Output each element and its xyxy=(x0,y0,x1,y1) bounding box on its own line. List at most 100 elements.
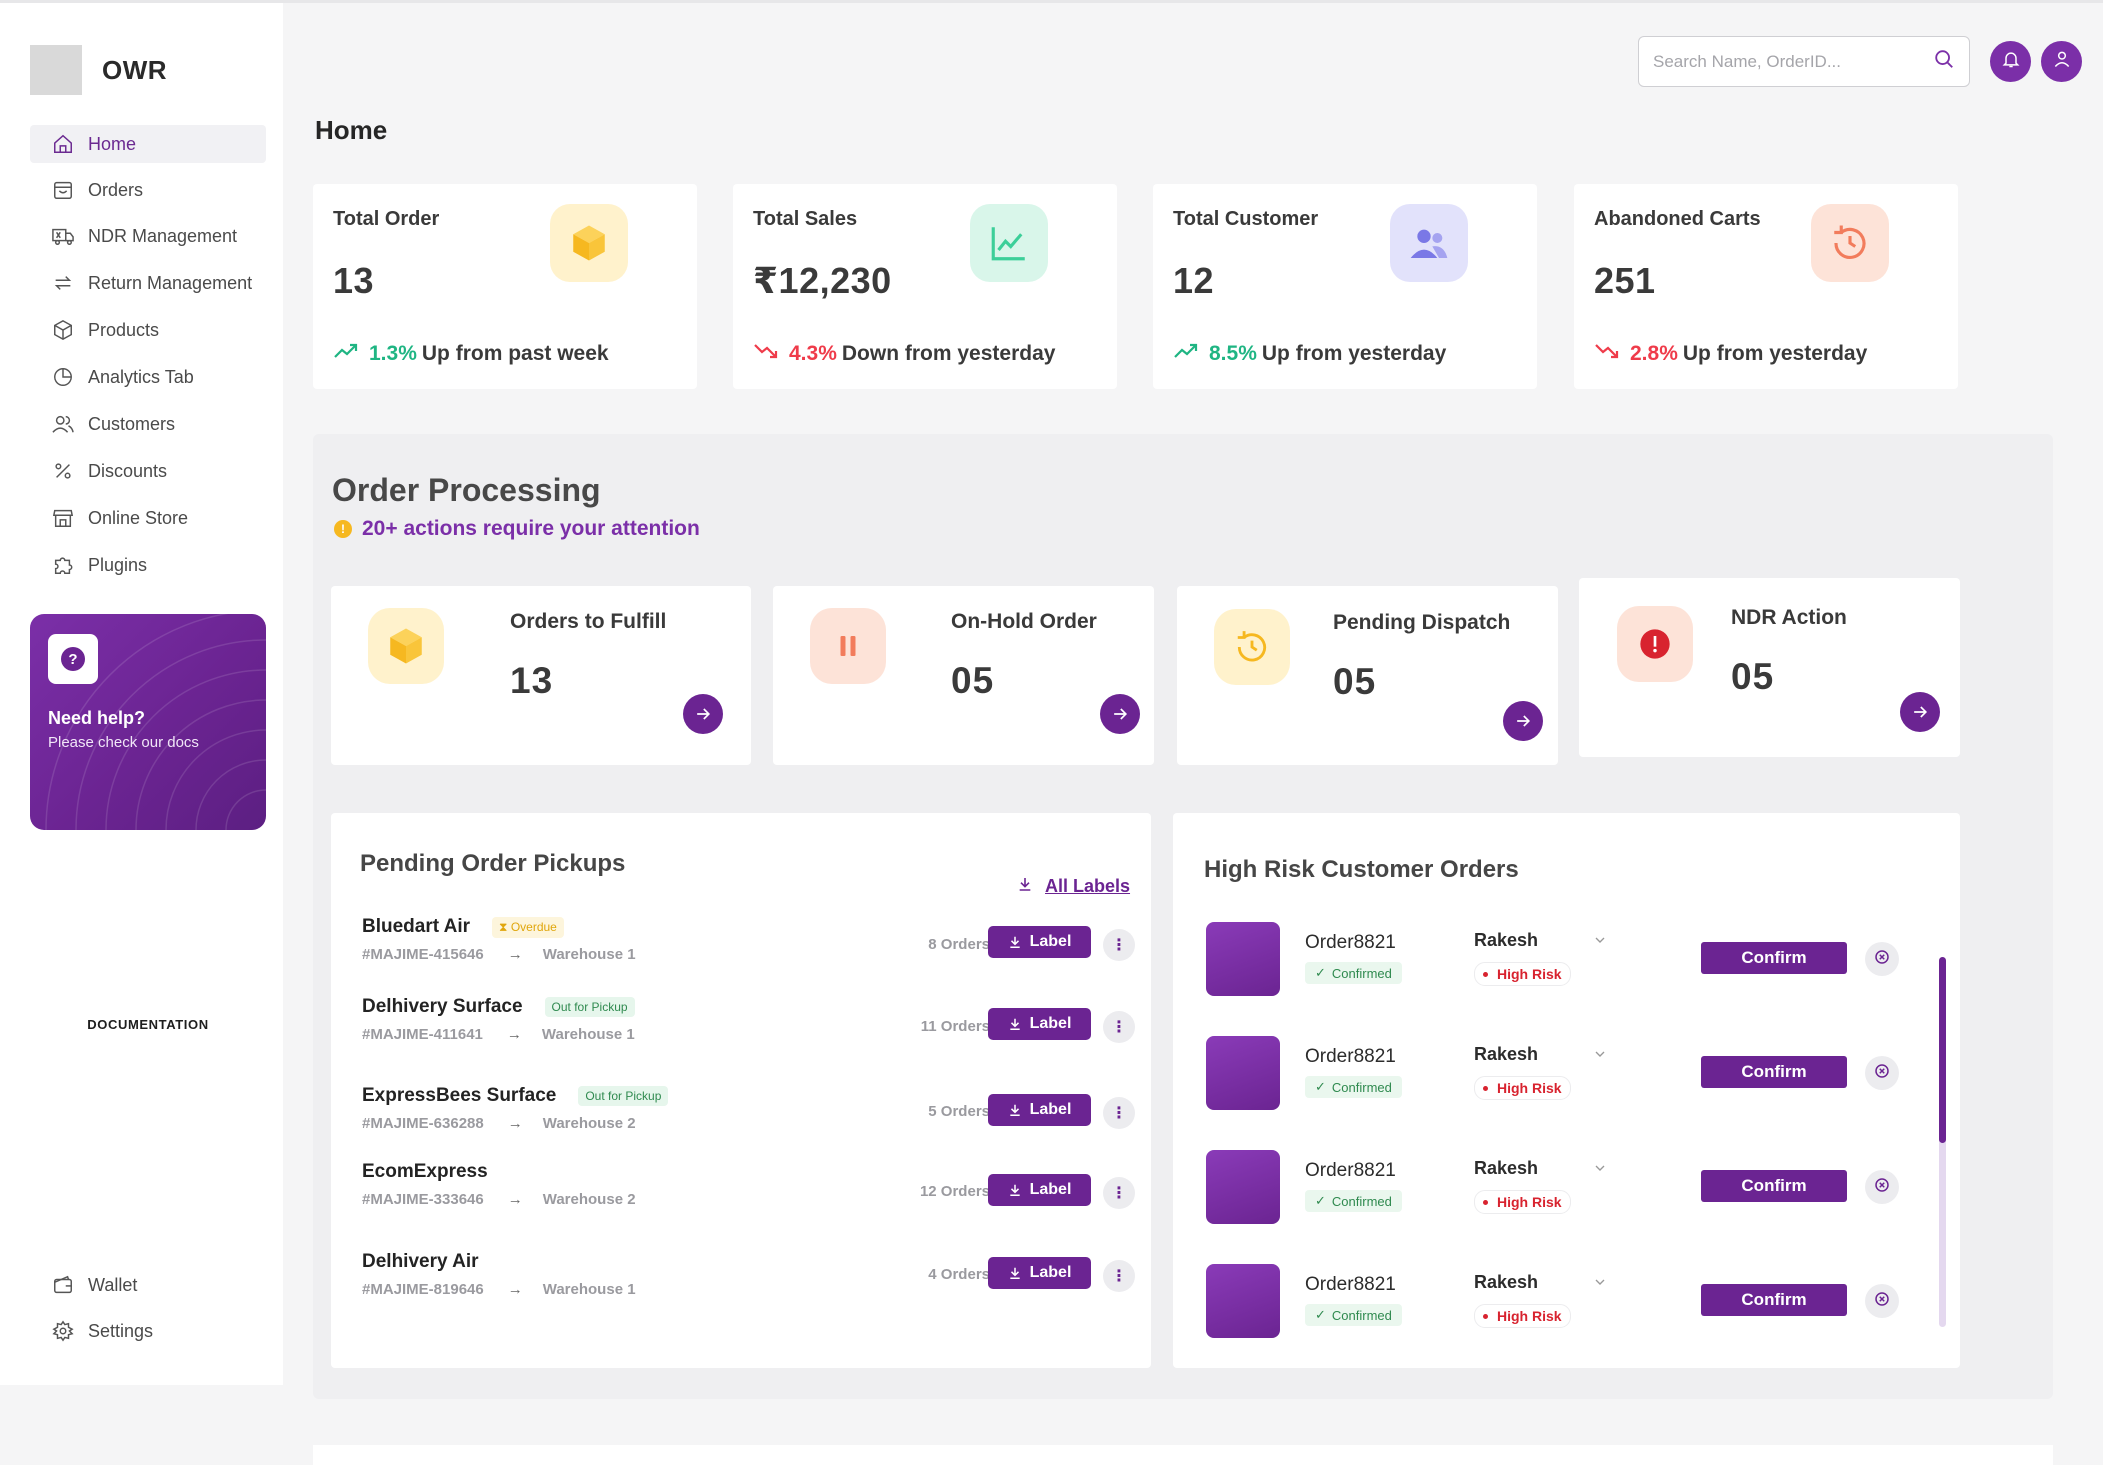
card-on-hold-order[interactable]: On-Hold Order 05 xyxy=(773,586,1154,765)
badge-text: Overdue xyxy=(510,919,557,934)
orders-icon xyxy=(50,177,76,203)
chevron-down-icon[interactable] xyxy=(1592,932,1608,953)
label-button-text: Label xyxy=(1029,1264,1072,1281)
confirm-button[interactable]: Confirm xyxy=(1701,1056,1847,1088)
cancel-button[interactable] xyxy=(1865,1284,1899,1318)
carrier-name: Bluedart Air ⧗ Overdue xyxy=(362,916,564,938)
store-icon xyxy=(50,505,76,531)
arrow-right-icon[interactable] xyxy=(1100,694,1140,734)
confirm-button[interactable]: Confirm xyxy=(1701,1284,1847,1316)
pending-pickups-title: Pending Order Pickups xyxy=(360,850,626,877)
sidebar-item-analytics-tab[interactable]: Analytics Tab xyxy=(30,358,266,396)
customer-name: Rakesh xyxy=(1474,1044,1539,1064)
label-button[interactable]: Label xyxy=(988,1094,1091,1126)
search-input[interactable] xyxy=(1653,51,1913,72)
label-button[interactable]: Label xyxy=(988,926,1091,958)
more-options-button[interactable]: ⋮ xyxy=(1103,1011,1135,1043)
download-icon xyxy=(1009,1184,1020,1197)
search-box[interactable] xyxy=(1638,36,1970,87)
card-value: 05 xyxy=(951,660,995,701)
notification-button[interactable] xyxy=(1990,41,2031,82)
more-options-button[interactable]: ⋮ xyxy=(1103,1177,1135,1209)
high-risk-badge: High Risk xyxy=(1474,1190,1571,1214)
chevron-down-icon[interactable] xyxy=(1592,1046,1608,1067)
profile-button[interactable] xyxy=(2041,41,2082,82)
stat-label: Total Customer xyxy=(1173,208,1319,230)
product-thumbnail xyxy=(1206,1036,1280,1110)
order-name: Order8821 xyxy=(1305,1160,1396,1181)
card-label: Orders to Fulfill xyxy=(510,610,667,633)
pickup-row: ExpressBees Surface Out for Pickup #MAJI… xyxy=(362,1085,1135,1145)
pickup-row: Delhivery Surface Out for Pickup #MAJIME… xyxy=(362,996,1135,1056)
risk-text: High Risk xyxy=(1497,1194,1562,1210)
stat-card-abandoned-carts: Abandoned Carts 251 2.8% Up from yesterd… xyxy=(1574,184,1958,389)
stat-trend: 2.8% Up from yesterday xyxy=(1594,342,1867,366)
order-id-text: #MAJIME-411641 xyxy=(362,1026,483,1043)
sidebar-item-home[interactable]: Home xyxy=(30,125,266,163)
help-card[interactable]: ? Need help? Please check our docs xyxy=(30,614,266,830)
sidebar-item-discounts[interactable]: Discounts xyxy=(30,452,266,490)
label-button[interactable]: Label xyxy=(988,1257,1091,1289)
sidebar-item-ndr-management[interactable]: NDR Management xyxy=(30,217,266,255)
arrow-right-icon[interactable] xyxy=(1503,701,1543,741)
sidebar-item-settings[interactable]: Settings xyxy=(30,1312,266,1350)
sidebar-item-products[interactable]: Products xyxy=(30,311,266,349)
card-label: Pending Dispatch xyxy=(1333,611,1511,634)
search-icon[interactable] xyxy=(1933,48,1955,75)
order-id: #MAJIME-415646 → Warehouse 1 xyxy=(362,946,636,963)
label-button[interactable]: Label xyxy=(988,1008,1091,1040)
sidebar-item-plugins[interactable]: Plugins xyxy=(30,546,266,584)
arrow-right-icon: → xyxy=(507,1115,523,1132)
wallet-icon xyxy=(50,1272,76,1298)
box-icon xyxy=(368,608,444,684)
stat-percent: 8.5% xyxy=(1209,342,1257,365)
carrier-text: Bluedart Air xyxy=(362,916,471,937)
risk-text: High Risk xyxy=(1497,1308,1562,1324)
documentation-link[interactable]: DOCUMENTATION xyxy=(87,1017,209,1032)
download-icon xyxy=(1009,1267,1020,1280)
stat-label: Total Order xyxy=(333,208,440,230)
confirm-button[interactable]: Confirm xyxy=(1701,942,1847,974)
scrollbar-thumb[interactable] xyxy=(1939,957,1946,1143)
confirm-button[interactable]: Confirm xyxy=(1701,1170,1847,1202)
all-labels-link[interactable]: All Labels xyxy=(1017,876,1130,897)
carrier-name: EcomExpress xyxy=(362,1161,488,1183)
card-pending-dispatch[interactable]: Pending Dispatch 05 xyxy=(1177,586,1558,765)
sidebar-item-wallet[interactable]: Wallet xyxy=(30,1266,266,1304)
close-circle-icon xyxy=(1873,1290,1891,1313)
card-ndr-action[interactable]: NDR Action 05 xyxy=(1579,578,1960,757)
chevron-down-icon[interactable] xyxy=(1592,1160,1608,1181)
arrow-right-icon[interactable] xyxy=(683,694,723,734)
card-orders-to-fulfill[interactable]: Orders to Fulfill 13 xyxy=(331,586,751,765)
stat-trend: 1.3% Up from past week xyxy=(333,342,609,366)
card-value: 05 xyxy=(1333,661,1377,702)
users-icon xyxy=(50,411,76,437)
warehouse-text: Warehouse 1 xyxy=(542,1281,636,1298)
sidebar-item-label: Online Store xyxy=(88,507,189,528)
order-count: 5 Orders xyxy=(928,1103,990,1120)
close-circle-icon xyxy=(1873,1062,1891,1085)
more-options-button[interactable]: ⋮ xyxy=(1103,1260,1135,1292)
stat-trend-text: Down from yesterday xyxy=(841,342,1056,365)
more-options-button[interactable]: ⋮ xyxy=(1103,929,1135,961)
confirmed-badge: ✓ Confirmed xyxy=(1305,1190,1402,1212)
arrow-right-icon[interactable] xyxy=(1900,692,1940,732)
cancel-button[interactable] xyxy=(1865,1170,1899,1204)
download-icon xyxy=(1009,1104,1020,1117)
risk-order-row: Order8821 ✓ Confirmed Rakesh High Risk Co… xyxy=(1206,1036,1906,1116)
sidebar-item-return-management[interactable]: Return Management xyxy=(30,264,266,302)
attention-notice: ! 20+ actions require your attention xyxy=(334,517,700,541)
sidebar-item-customers[interactable]: Customers xyxy=(30,405,266,443)
kebab-icon: ⋮ xyxy=(1111,1268,1127,1285)
order-count: 8 Orders xyxy=(928,936,990,953)
high-risk-badge: High Risk xyxy=(1474,1076,1571,1100)
sidebar-item-label: Discounts xyxy=(88,460,168,481)
chevron-down-icon[interactable] xyxy=(1592,1274,1608,1295)
more-options-button[interactable]: ⋮ xyxy=(1103,1097,1135,1129)
cancel-button[interactable] xyxy=(1865,942,1899,976)
order-processing-title: Order Processing xyxy=(332,472,601,508)
cancel-button[interactable] xyxy=(1865,1056,1899,1090)
sidebar-item-orders[interactable]: Orders xyxy=(30,171,266,209)
sidebar-item-online-store[interactable]: Online Store xyxy=(30,499,266,537)
label-button[interactable]: Label xyxy=(988,1174,1091,1206)
